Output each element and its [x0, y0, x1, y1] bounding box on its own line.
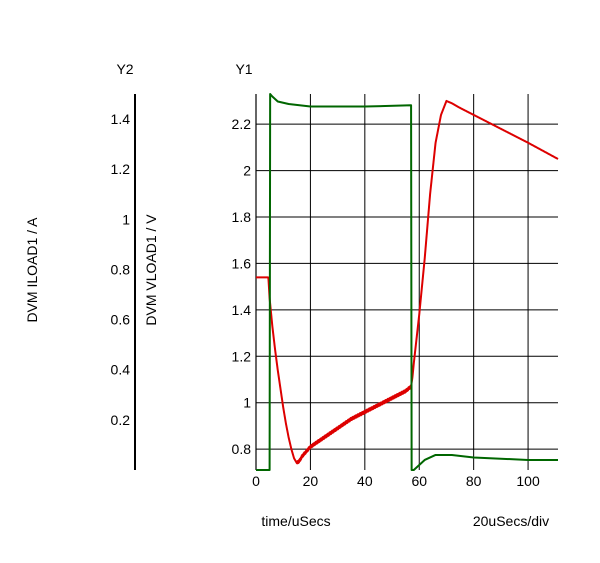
y2-axis-name: Y2	[116, 61, 133, 77]
y1-tick-label: 1.4	[232, 302, 252, 318]
y1-tick-label: 1.2	[232, 348, 252, 364]
y1-tick-label: 2.2	[232, 116, 252, 132]
x-tick-label: 20	[303, 473, 319, 489]
y2-tick-label: 1	[122, 211, 130, 227]
x-division-label: 20uSecs/div	[473, 513, 549, 529]
y1-axis-name: Y1	[235, 61, 252, 77]
y2-tick-label: 1.4	[111, 111, 131, 127]
y2-tick-label: 1.2	[111, 161, 131, 177]
y2-tick-label: 0.6	[111, 312, 131, 328]
y2-tick-label: 0.8	[111, 261, 131, 277]
x-tick-label: 40	[357, 473, 373, 489]
y1-tick-label: 1.8	[232, 209, 252, 225]
x-tick-label: 80	[466, 473, 482, 489]
y2-tick-label: 0.4	[111, 362, 131, 378]
y1-tick-label: 1.6	[232, 255, 252, 271]
y1-tick-label: 0.8	[232, 441, 252, 457]
tick-labels: 0.8 1 1.2 1.4 1.6 1.8 2 2.2 0.2 0.4 0.6 0.8 1 1.2 1.4 0…	[111, 111, 540, 489]
y2-axis-label: DVM ILOAD1 / A	[24, 217, 40, 323]
x-axis-label: time/uSecs	[261, 513, 330, 529]
series-y1-line	[255, 99, 559, 465]
y1-axis-label: DVM VLOAD1 / V	[143, 214, 159, 326]
y1-tick-label: 1	[243, 395, 251, 411]
y2-tick-label: 0.2	[111, 412, 131, 428]
series-group	[255, 93, 559, 471]
plot-grid	[255, 94, 558, 470]
y1-tick-label: 2	[243, 163, 251, 179]
x-tick-label: 100	[516, 473, 540, 489]
series-y2-line	[256, 93, 558, 471]
x-tick-label: 0	[252, 473, 260, 489]
x-tick-label: 60	[411, 473, 427, 489]
